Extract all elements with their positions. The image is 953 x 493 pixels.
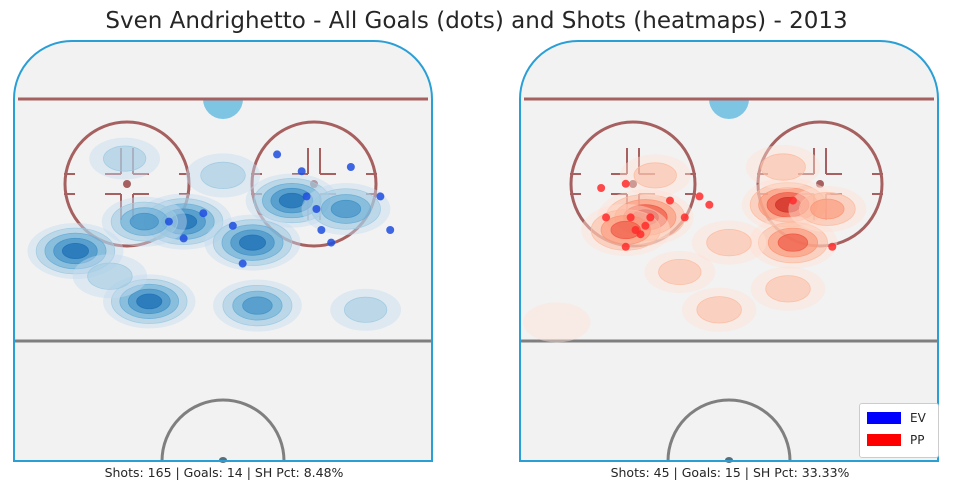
- heat-contour: [200, 161, 246, 189]
- rink-panel-ev: [13, 40, 433, 463]
- legend-label-ev: EV: [910, 411, 926, 425]
- goal-point: [788, 196, 797, 205]
- goal-point: [705, 200, 714, 209]
- heat-contour: [765, 275, 811, 303]
- center-circle-pp: [666, 398, 792, 462]
- legend-item-pp: PP: [867, 433, 924, 447]
- faceoff-ring: [250, 120, 378, 248]
- goal-point: [199, 209, 208, 218]
- goal-point: [346, 163, 355, 171]
- goal-point: [646, 213, 655, 222]
- goal-point: [626, 213, 635, 222]
- legend: EV PP: [859, 403, 939, 458]
- heat-contour: [242, 296, 273, 315]
- legend-swatch-ev: [867, 412, 901, 424]
- goal-point: [828, 242, 837, 251]
- heat-contour: [706, 229, 752, 257]
- rink-panel-pp: [519, 40, 939, 463]
- goal-point: [602, 213, 611, 222]
- heat-contour: [696, 296, 742, 324]
- chart-title: Sven Andrighetto - All Goals (dots) and …: [105, 8, 848, 34]
- faceoff-dot: [123, 180, 131, 188]
- goal-point: [164, 217, 173, 226]
- faceoff-ring: [63, 120, 191, 248]
- goal-point: [680, 213, 689, 222]
- legend-swatch-pp: [867, 434, 901, 446]
- shot-heatmap-pp: [523, 145, 867, 343]
- goal-points-ev: [164, 150, 395, 268]
- heat-contour: [103, 145, 147, 172]
- goal-point: [297, 167, 306, 176]
- goal-point: [386, 226, 395, 234]
- heat-contour: [633, 162, 677, 189]
- goal-point: [621, 242, 630, 251]
- goal-point: [273, 150, 282, 159]
- goal-point: [228, 221, 237, 230]
- rink-boards-ev: [13, 40, 433, 462]
- heat-contour: [129, 212, 159, 231]
- goal-point: [238, 259, 247, 268]
- faceoff-dot: [629, 180, 637, 188]
- heat-contour: [239, 234, 266, 251]
- faceoff-dot: [816, 180, 824, 188]
- goal-crease-ev: [203, 99, 243, 119]
- goal-point: [597, 184, 606, 192]
- heat-contour: [810, 198, 845, 220]
- heat-contour: [658, 258, 702, 285]
- goal-point: [695, 192, 704, 201]
- heat-contour: [278, 192, 305, 209]
- heat-contour: [343, 296, 388, 323]
- shot-heatmap-ev: [27, 137, 402, 332]
- legend-item-ev: EV: [867, 411, 926, 425]
- heat-contour: [136, 293, 163, 310]
- goal-crease-pp: [709, 99, 749, 119]
- goal-point: [179, 234, 188, 243]
- rink-boards-pp: [519, 40, 939, 462]
- goal-point: [327, 238, 336, 247]
- heat-contour: [330, 199, 362, 219]
- heat-contour: [61, 242, 89, 260]
- heat-contour: [777, 233, 809, 252]
- pp-stats-label: Shots: 45 | Goals: 15 | SH Pct: 33.33%: [610, 465, 850, 480]
- goal-point: [621, 179, 630, 188]
- goal-point: [376, 192, 385, 201]
- goal-point: [641, 221, 650, 230]
- goal-point: [312, 205, 321, 213]
- goal-points-pp: [597, 179, 837, 251]
- legend-label-pp: PP: [910, 433, 925, 447]
- heat-contour: [760, 153, 806, 181]
- goal-point: [317, 226, 326, 234]
- goal-point: [636, 230, 645, 239]
- center-circle-ev: [160, 398, 286, 462]
- ev-stats-label: Shots: 165 | Goals: 14 | SH Pct: 8.48%: [104, 465, 344, 480]
- heat-contour: [610, 220, 641, 240]
- goal-point: [302, 192, 311, 201]
- heat-contour: [87, 262, 133, 290]
- goal-point: [665, 196, 674, 205]
- heat-contour: [523, 302, 591, 343]
